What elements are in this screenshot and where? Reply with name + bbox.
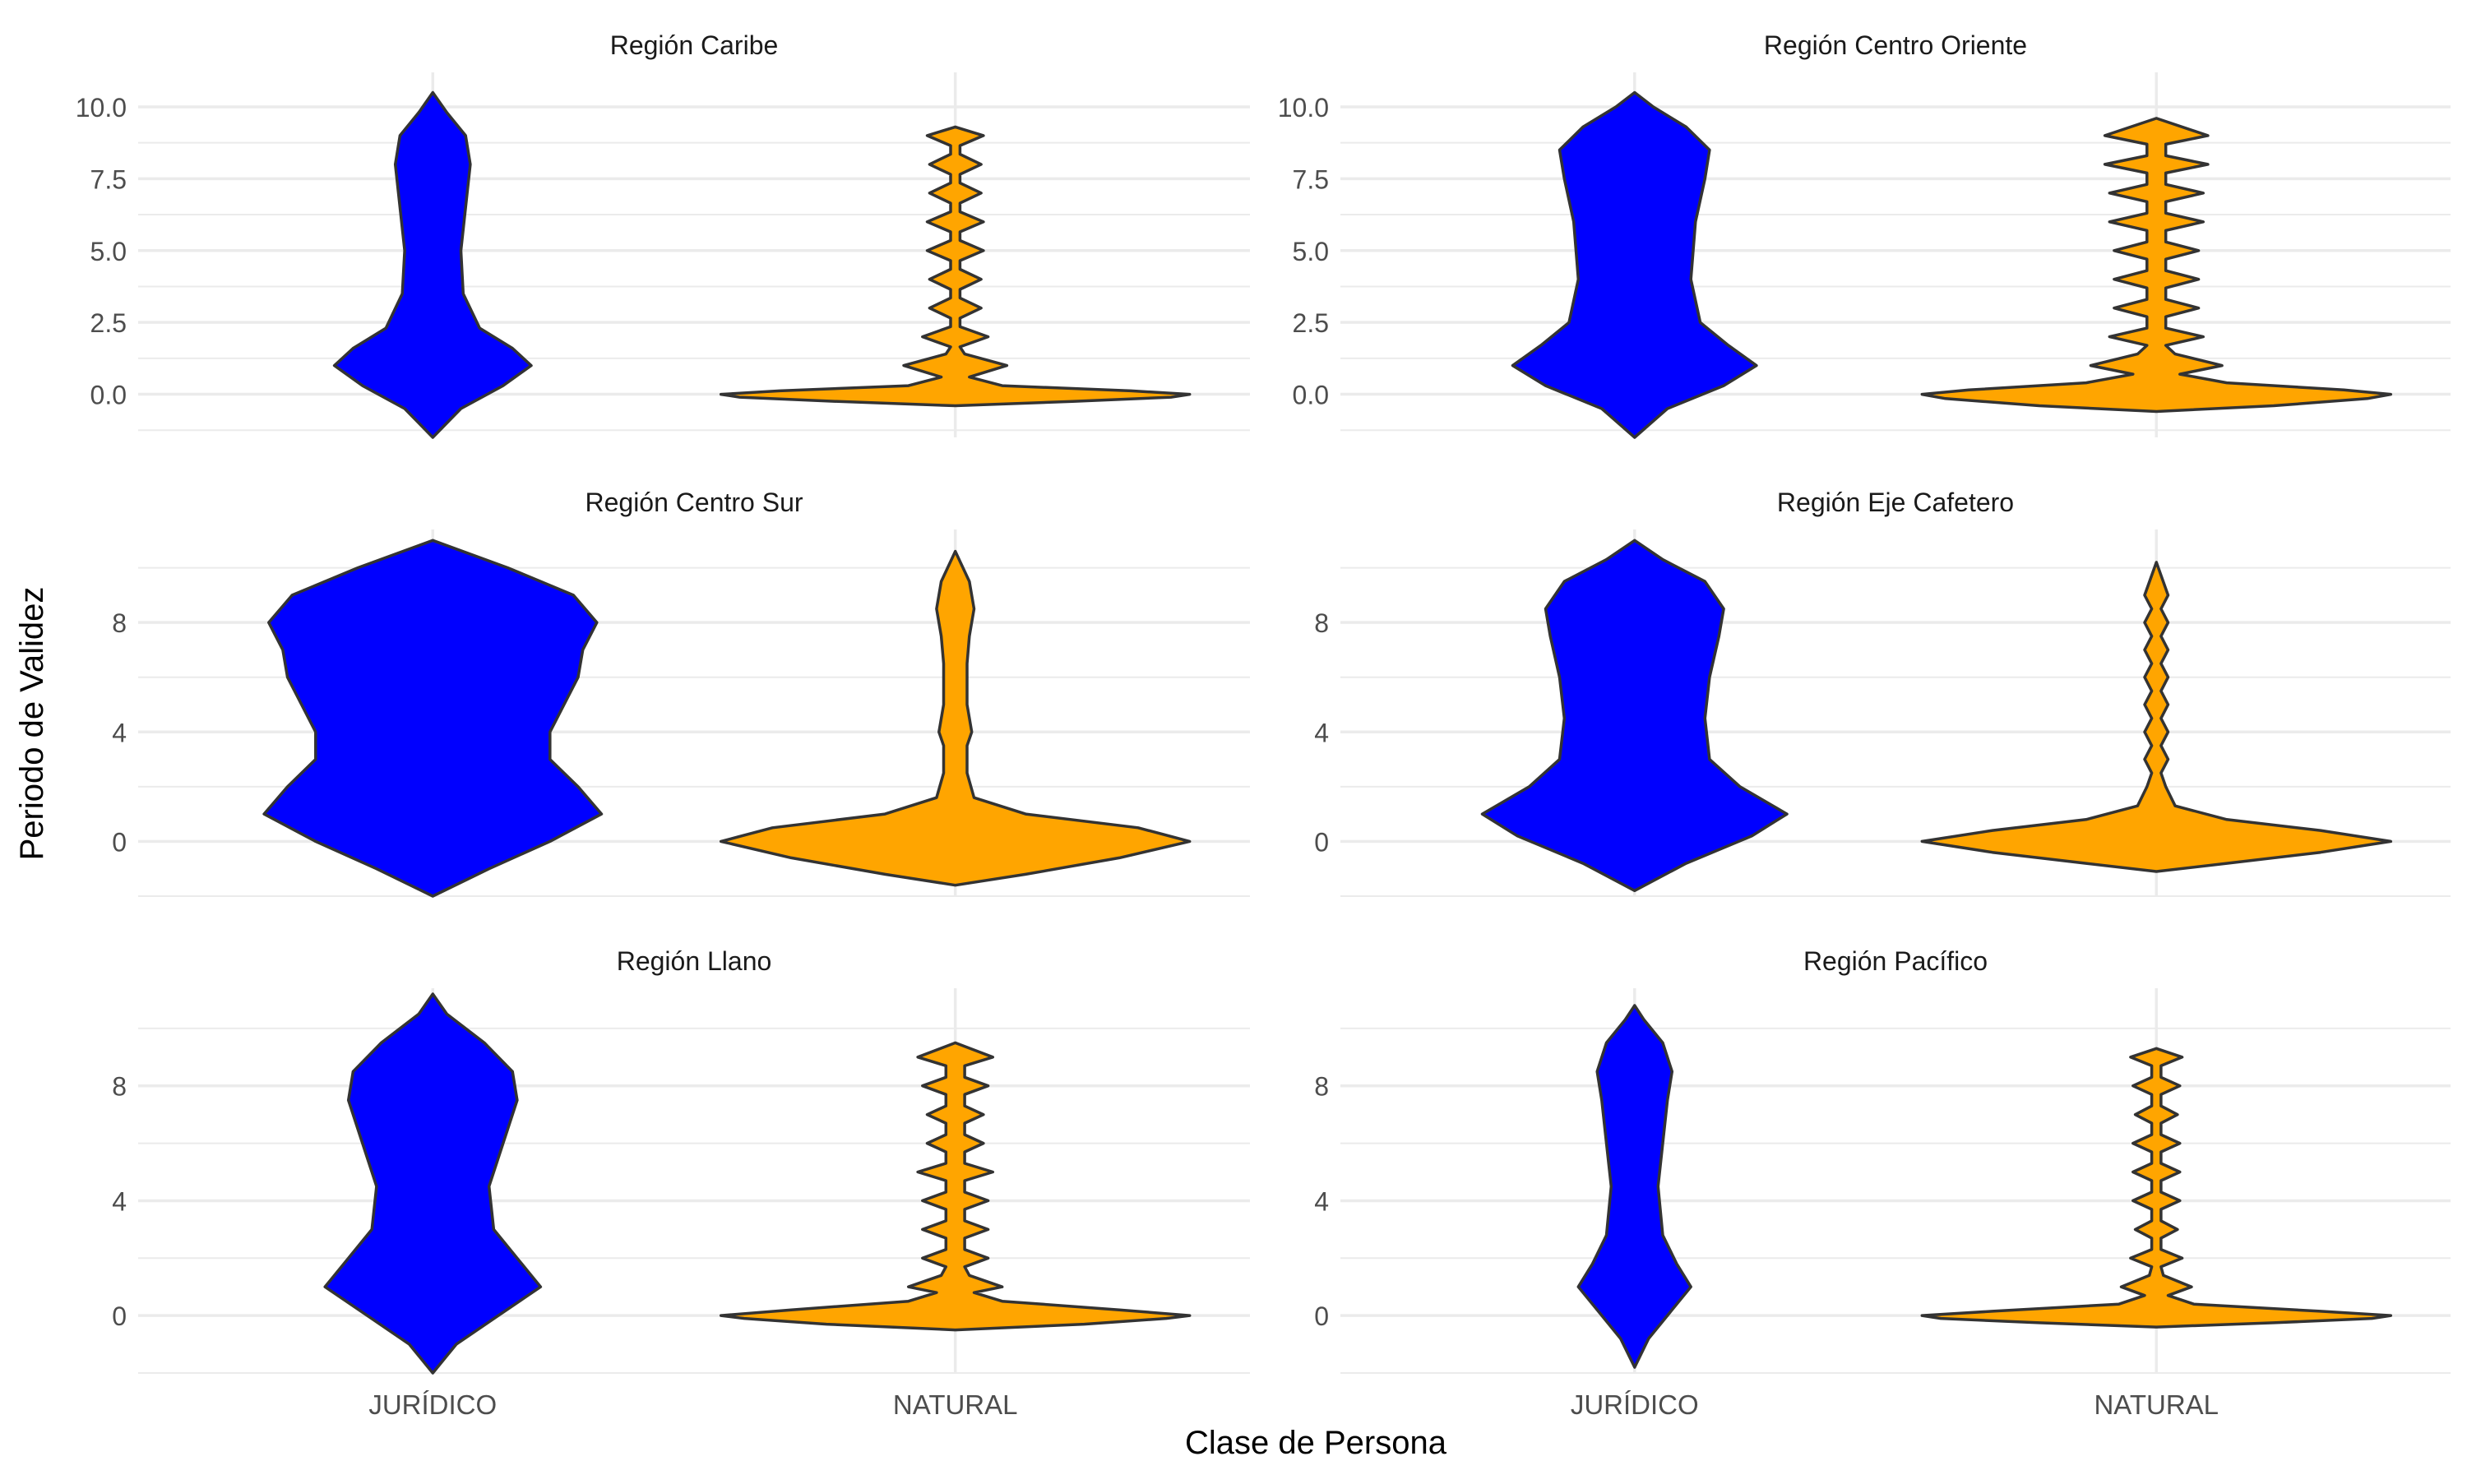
panel-title: Región Caribe [610,30,779,60]
y-tick-label: 4 [1314,1186,1329,1216]
x-tick-label: NATURAL [893,1389,1018,1420]
y-tick-label: 5.0 [90,237,127,266]
violin-juridico [1480,539,1789,893]
x-tick-label: JURÍDICO [368,1389,497,1420]
y-tick-label: 0.0 [1293,381,1329,410]
y-tick-label: 0 [112,1301,127,1331]
violin-juridico [332,90,533,439]
panel-title: Región Llano [617,946,772,976]
violin-juridico [262,539,604,898]
y-tick-label: 0 [1314,1301,1329,1331]
x-tick-label: JURÍDICO [1571,1389,1699,1420]
y-tick-label: 5.0 [1293,237,1329,266]
violin-natural [719,125,1192,408]
y-tick-label: 4 [112,1186,127,1216]
panel-region-eje-cafetero: 0 4 8 Región Eje Cafetero [1314,488,2451,897]
panel-region-caribe: 0.0 2.5 5.0 7.5 10.0 Región Caribe [76,30,1250,439]
panel-region-centro-sur: 0 4 8 Región Centro Sur [112,488,1250,898]
y-tick-label: 2.5 [90,308,127,338]
violin-natural [1920,117,2393,414]
panel-title: Región Centro Oriente [1764,30,2027,60]
y-axis-title: Periodo de Validez [14,587,50,861]
violin-natural [1920,561,2393,873]
y-tick-label: 7.5 [1293,164,1329,194]
y-tick-label: 0.0 [90,381,127,410]
y-tick-label: 7.5 [90,164,127,194]
violin-natural [1920,1047,2393,1329]
y-tick-label: 10.0 [76,93,127,123]
violin-natural [719,549,1192,887]
y-tick-label: 8 [1314,1072,1329,1102]
panel-title: Región Centro Sur [585,488,803,517]
violin-juridico [323,992,543,1375]
violin-juridico [1576,1004,1692,1369]
panel-region-llano: 0 4 8 Región Llano JURÍDICO NATURAL [112,946,1250,1420]
y-tick-label: 8 [1314,608,1329,638]
y-tick-label: 4 [1314,718,1329,747]
y-tick-label: 4 [112,718,127,747]
x-tick-label: NATURAL [2094,1389,2219,1420]
violin-juridico [1511,90,1758,439]
y-tick-label: 2.5 [1293,308,1329,338]
panel-region-pacifico: 0 4 8 Región Pacífico JURÍDICO NATURAL [1314,946,2451,1420]
panel-title: Región Eje Cafetero [1777,488,2014,517]
y-tick-label: 0 [1314,827,1329,857]
y-tick-label: 0 [112,827,127,857]
panel-title: Región Pacífico [1803,946,1988,976]
y-tick-label: 8 [112,1072,127,1102]
panel-region-centro-oriente: 0.0 2.5 5.0 7.5 10.0 Región Centro Oriente [1278,30,2451,439]
panels-layer: 0.0 2.5 5.0 7.5 10.0 Región Caribe 0.0 2.5 5.0 7.… [76,30,2451,1420]
x-axis-title: Clase de Persona [1185,1425,1447,1461]
y-tick-label: 8 [112,608,127,638]
violin-natural [719,1041,1192,1332]
y-tick-label: 10.0 [1278,93,1329,123]
